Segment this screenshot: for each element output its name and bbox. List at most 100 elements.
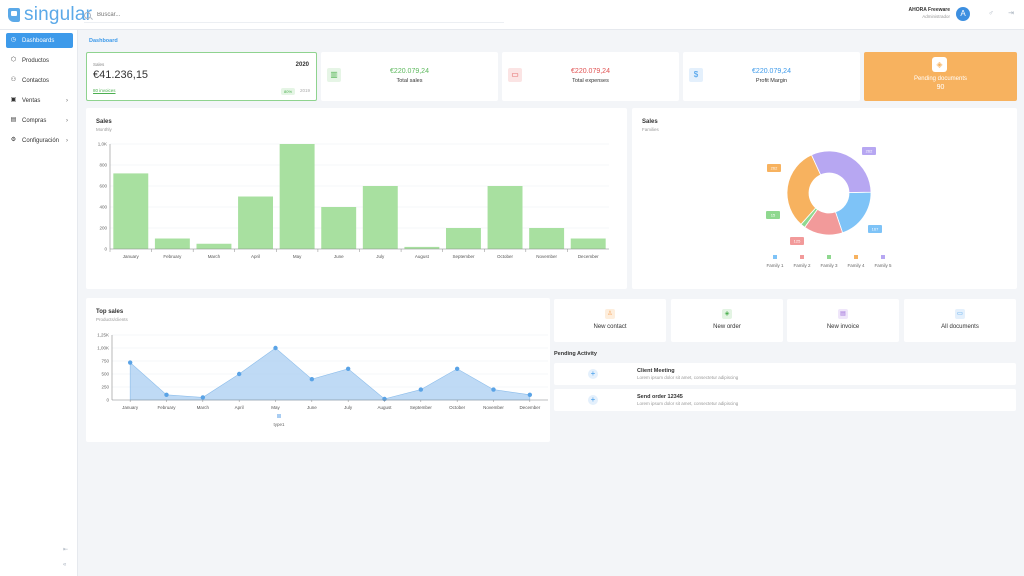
credit-card-icon: ▭ bbox=[508, 68, 522, 82]
action-label: New contact bbox=[593, 324, 627, 330]
x-tick-label: September bbox=[452, 254, 475, 259]
action-label: New invoice bbox=[826, 324, 860, 330]
sidebar-item-productos[interactable]: ⬡ Productos bbox=[6, 53, 73, 68]
folder-icon: ▭ bbox=[955, 309, 965, 319]
slice-label-box bbox=[868, 225, 882, 233]
monthly-sales-bar-chart: 0 200 400 600 800 1,0K January February March Apr… bbox=[98, 142, 609, 259]
kpi-card-total-sales[interactable]: ▥ €220.079,24 Total sales bbox=[321, 52, 498, 101]
search-input[interactable] bbox=[97, 12, 477, 18]
x-tick-label: October bbox=[449, 405, 466, 410]
cart-icon: ▣ bbox=[10, 97, 17, 103]
legend-label: Family 2 bbox=[793, 263, 810, 268]
layers-icon: ◈ bbox=[932, 57, 947, 72]
bar bbox=[113, 173, 149, 249]
user-info[interactable]: AHORA Freeware Administrador bbox=[909, 7, 951, 19]
y-tick-label: 1,00K bbox=[97, 346, 109, 351]
activity-description: Lorem ipsum dolor sit amet, consectetur … bbox=[637, 375, 739, 380]
sidebar-item-label: Dashboards bbox=[22, 37, 55, 44]
logo-text: singular bbox=[24, 4, 93, 25]
all-documents-button[interactable]: ▭ All documents bbox=[904, 299, 1016, 342]
sidebar-item-label: Ventas bbox=[22, 97, 41, 104]
y-tick-label: 0 bbox=[106, 398, 109, 403]
y-tick-label: 400 bbox=[99, 205, 107, 210]
chart-title: Top sales bbox=[96, 309, 124, 315]
x-tick-label: September bbox=[410, 405, 433, 410]
chart-subtitle: Products/clients bbox=[96, 317, 128, 322]
chevron-right-icon: › bbox=[66, 117, 68, 124]
logo-mark-icon bbox=[8, 8, 20, 22]
invoices-link[interactable]: 80 invoices bbox=[93, 88, 116, 93]
slice-label: 167 bbox=[872, 227, 879, 232]
document-icon: ▤ bbox=[838, 309, 848, 319]
collapse-sidebar-icon[interactable]: ⇤ bbox=[63, 547, 69, 553]
box-icon: ◈ bbox=[722, 309, 732, 319]
x-tick-label: April bbox=[235, 405, 244, 410]
percent-badge: 80% bbox=[281, 88, 296, 95]
action-label: New order bbox=[713, 324, 741, 330]
sales-year: 2020 bbox=[295, 62, 309, 68]
activity-title: Send order 12345 bbox=[637, 394, 683, 400]
slice-label-box bbox=[790, 237, 804, 245]
user-icon: ♙ bbox=[605, 309, 615, 319]
bar bbox=[362, 186, 398, 249]
data-point bbox=[127, 360, 133, 365]
sidebar-item-ventas[interactable]: ▣ Ventas › bbox=[6, 93, 73, 108]
slice-label-box bbox=[767, 164, 781, 172]
slice-label-box bbox=[862, 147, 876, 155]
legend-swatch bbox=[881, 255, 885, 259]
pending-count: 90 bbox=[936, 84, 945, 91]
bar bbox=[279, 144, 315, 249]
sidebar-item-compras[interactable]: ▤ Compras › bbox=[6, 113, 73, 128]
user-role: Administrador bbox=[922, 14, 950, 19]
activity-title: Client Meeting bbox=[637, 368, 675, 374]
y-tick-label: 200 bbox=[99, 226, 107, 231]
x-tick-label: July bbox=[376, 254, 385, 259]
plus-icon[interactable]: + bbox=[588, 369, 598, 379]
logo[interactable]: singular bbox=[8, 5, 92, 25]
sidebar-item-dashboards[interactable]: ◷ Dashboards bbox=[6, 33, 73, 48]
tag-icon: ⬡ bbox=[10, 57, 17, 63]
x-tick-label: January bbox=[122, 405, 139, 410]
sidebar-item-contactos[interactable]: ⚇ Contactos bbox=[6, 73, 73, 88]
new-order-button[interactable]: ◈ New order bbox=[671, 299, 783, 342]
activity-description: Lorem ipsum dolor sit amet, consectetur … bbox=[637, 401, 739, 406]
clock-icon: ◷ bbox=[10, 37, 17, 43]
chart-subtitle: Monthly bbox=[96, 127, 112, 132]
new-invoice-button[interactable]: ▤ New invoice bbox=[787, 299, 899, 342]
legend-label: Family 3 bbox=[820, 263, 837, 268]
x-tick-label: March bbox=[208, 254, 221, 259]
donut-slice bbox=[786, 154, 822, 225]
data-point bbox=[309, 377, 315, 382]
chart-title: Sales bbox=[96, 119, 112, 125]
x-tick-label: February bbox=[163, 254, 182, 259]
avatar[interactable]: A bbox=[956, 7, 970, 21]
logout-icon[interactable]: ⇥ bbox=[1008, 10, 1014, 17]
slice-label: 262 bbox=[866, 149, 873, 154]
x-tick-label: February bbox=[157, 405, 176, 410]
kpi-card-profit-margin[interactable]: $ €220.079,24 Profit Margin bbox=[683, 52, 860, 101]
families-donut-chart: 167 125 15 262 262 Family 1 Family 2 Family 3 Fa… bbox=[766, 147, 892, 268]
chevron-right-icon: › bbox=[66, 97, 68, 104]
top-sales-area-chart: 0 250 500 750 1,00K 1,25K January February March… bbox=[97, 333, 548, 427]
new-contact-button[interactable]: ♙ New contact bbox=[554, 299, 666, 342]
plus-icon[interactable]: + bbox=[588, 395, 598, 405]
bar bbox=[529, 228, 565, 249]
y-tick-label: 0 bbox=[104, 247, 107, 252]
bar bbox=[154, 238, 190, 249]
activity-item[interactable]: + Client Meeting Lorem ipsum dolor sit a… bbox=[554, 363, 1016, 385]
chart-subtitle: Families bbox=[642, 127, 659, 132]
collapse-arrow-icon[interactable]: « bbox=[63, 562, 67, 568]
data-point bbox=[491, 387, 496, 392]
sidebar: ◷ Dashboards ⬡ Productos ⚇ Contactos ▣ V… bbox=[0, 30, 78, 576]
slice-label: 15 bbox=[771, 213, 776, 218]
kpi-card-total-expenses[interactable]: ▭ €220.079,24 Total expenses bbox=[502, 52, 679, 101]
search-icon bbox=[84, 11, 91, 19]
breadcrumb[interactable]: Dashboard bbox=[89, 38, 118, 44]
bar bbox=[445, 228, 481, 249]
sidebar-item-configuracion[interactable]: ⚙ Configuración › bbox=[6, 133, 73, 148]
store-icon: ▥ bbox=[327, 68, 341, 82]
activity-item[interactable]: + Send order 12345 Lorem ipsum dolor sit… bbox=[554, 389, 1016, 411]
pending-documents-card[interactable]: ◈ Pending documents 90 bbox=[864, 52, 1017, 101]
sales-summary-card[interactable]: Sales €41.236,15 2020 80 invoices 80% 20… bbox=[86, 52, 317, 101]
notifications-icon[interactable]: ♂ bbox=[988, 10, 994, 17]
